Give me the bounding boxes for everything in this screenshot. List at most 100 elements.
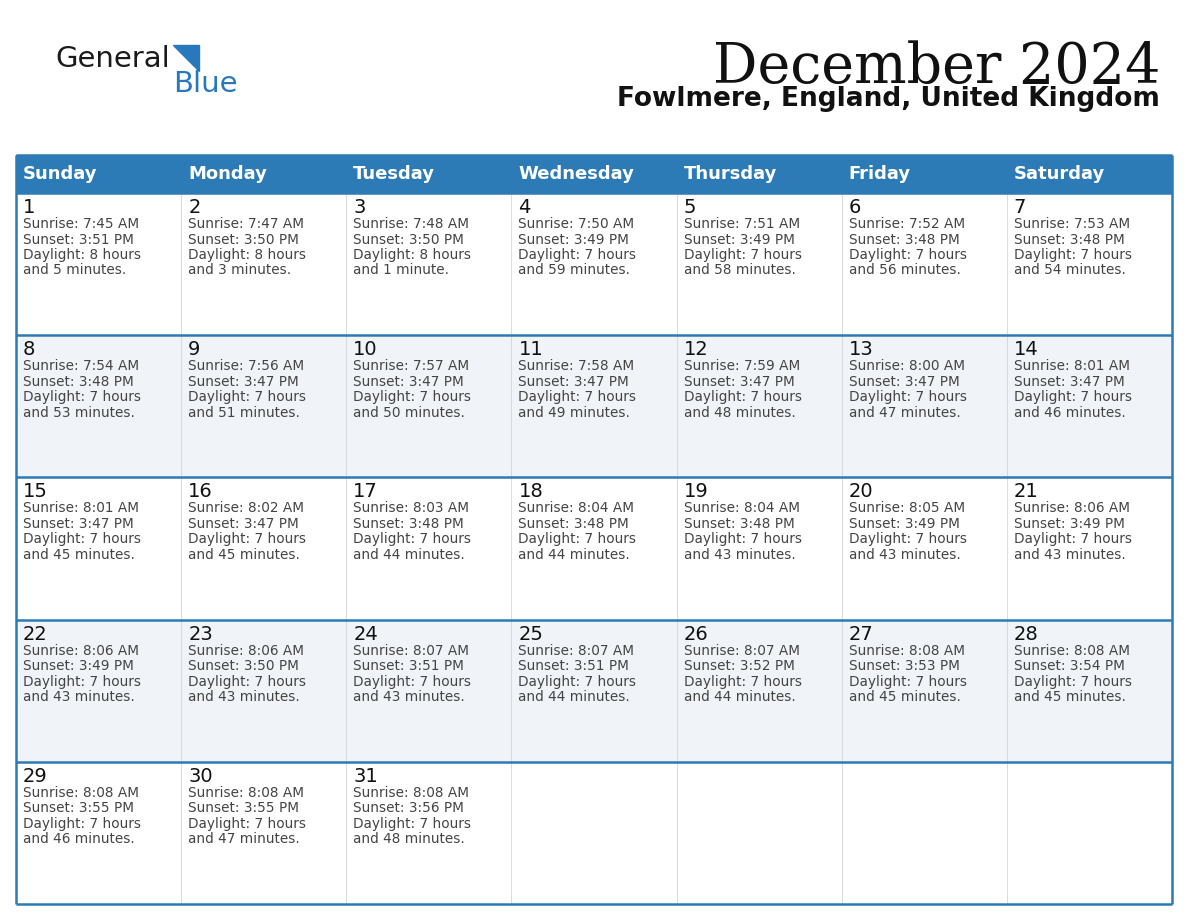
Text: Sunset: 3:50 PM: Sunset: 3:50 PM xyxy=(188,659,299,673)
Text: General: General xyxy=(55,45,170,73)
Text: Sunrise: 8:08 AM: Sunrise: 8:08 AM xyxy=(353,786,469,800)
Text: and 59 minutes.: and 59 minutes. xyxy=(518,263,631,277)
Text: Sunset: 3:51 PM: Sunset: 3:51 PM xyxy=(353,659,465,673)
Text: Daylight: 7 hours: Daylight: 7 hours xyxy=(23,675,141,688)
Text: Saturday: Saturday xyxy=(1013,165,1105,183)
Text: Tuesday: Tuesday xyxy=(353,165,435,183)
Text: Sunset: 3:48 PM: Sunset: 3:48 PM xyxy=(23,375,134,388)
Text: and 45 minutes.: and 45 minutes. xyxy=(188,548,301,562)
Text: Sunrise: 7:53 AM: Sunrise: 7:53 AM xyxy=(1013,217,1130,231)
Text: Sunrise: 8:07 AM: Sunrise: 8:07 AM xyxy=(518,644,634,657)
Bar xyxy=(15,193,1173,335)
Text: 25: 25 xyxy=(518,624,543,644)
Text: Monday: Monday xyxy=(188,165,267,183)
Text: 29: 29 xyxy=(23,767,48,786)
Text: Sunrise: 7:45 AM: Sunrise: 7:45 AM xyxy=(23,217,139,231)
Text: 3: 3 xyxy=(353,198,366,217)
Text: and 58 minutes.: and 58 minutes. xyxy=(683,263,796,277)
Text: and 53 minutes.: and 53 minutes. xyxy=(23,406,135,420)
Text: 4: 4 xyxy=(518,198,531,217)
Text: Sunset: 3:48 PM: Sunset: 3:48 PM xyxy=(848,232,960,247)
Text: Daylight: 7 hours: Daylight: 7 hours xyxy=(188,675,307,688)
Text: Daylight: 7 hours: Daylight: 7 hours xyxy=(518,248,637,262)
Text: Sunset: 3:47 PM: Sunset: 3:47 PM xyxy=(188,517,299,531)
Text: Daylight: 7 hours: Daylight: 7 hours xyxy=(353,390,472,404)
Text: and 46 minutes.: and 46 minutes. xyxy=(1013,406,1125,420)
Text: and 47 minutes.: and 47 minutes. xyxy=(848,406,960,420)
Text: 5: 5 xyxy=(683,198,696,217)
Text: and 45 minutes.: and 45 minutes. xyxy=(848,690,961,704)
Text: Sunrise: 7:48 AM: Sunrise: 7:48 AM xyxy=(353,217,469,231)
Text: and 43 minutes.: and 43 minutes. xyxy=(23,690,134,704)
Text: Sunrise: 7:57 AM: Sunrise: 7:57 AM xyxy=(353,359,469,374)
Text: Daylight: 7 hours: Daylight: 7 hours xyxy=(848,532,967,546)
Text: Sunset: 3:49 PM: Sunset: 3:49 PM xyxy=(23,659,134,673)
Text: Sunset: 3:55 PM: Sunset: 3:55 PM xyxy=(188,801,299,815)
Text: 30: 30 xyxy=(188,767,213,786)
Text: Sunset: 3:53 PM: Sunset: 3:53 PM xyxy=(848,659,960,673)
Text: Sunrise: 7:54 AM: Sunrise: 7:54 AM xyxy=(23,359,139,374)
Text: Sunset: 3:47 PM: Sunset: 3:47 PM xyxy=(683,375,795,388)
Text: Daylight: 7 hours: Daylight: 7 hours xyxy=(353,532,472,546)
Text: Sunset: 3:49 PM: Sunset: 3:49 PM xyxy=(518,232,630,247)
Text: Sunrise: 8:01 AM: Sunrise: 8:01 AM xyxy=(1013,359,1130,374)
Text: and 43 minutes.: and 43 minutes. xyxy=(848,548,960,562)
Text: 19: 19 xyxy=(683,482,708,501)
Text: and 45 minutes.: and 45 minutes. xyxy=(1013,690,1126,704)
Text: Sunrise: 7:59 AM: Sunrise: 7:59 AM xyxy=(683,359,800,374)
Text: 28: 28 xyxy=(1013,624,1038,644)
Text: Sunrise: 8:08 AM: Sunrise: 8:08 AM xyxy=(848,644,965,657)
Text: and 44 minutes.: and 44 minutes. xyxy=(518,548,630,562)
Text: Sunset: 3:50 PM: Sunset: 3:50 PM xyxy=(188,232,299,247)
Text: Sunrise: 8:07 AM: Sunrise: 8:07 AM xyxy=(683,644,800,657)
Text: 9: 9 xyxy=(188,341,201,359)
Text: and 1 minute.: and 1 minute. xyxy=(353,263,449,277)
Text: and 56 minutes.: and 56 minutes. xyxy=(848,263,961,277)
Text: 20: 20 xyxy=(848,482,873,501)
Text: 7: 7 xyxy=(1013,198,1026,217)
Text: 8: 8 xyxy=(23,341,36,359)
Text: Sunset: 3:48 PM: Sunset: 3:48 PM xyxy=(683,517,795,531)
Text: Sunrise: 8:07 AM: Sunrise: 8:07 AM xyxy=(353,644,469,657)
Text: Daylight: 7 hours: Daylight: 7 hours xyxy=(23,817,141,831)
Text: Sunrise: 8:00 AM: Sunrise: 8:00 AM xyxy=(848,359,965,374)
Text: Sunrise: 7:47 AM: Sunrise: 7:47 AM xyxy=(188,217,304,231)
Text: Fowlmere, England, United Kingdom: Fowlmere, England, United Kingdom xyxy=(617,86,1159,112)
Text: and 51 minutes.: and 51 minutes. xyxy=(188,406,301,420)
Text: Daylight: 7 hours: Daylight: 7 hours xyxy=(848,248,967,262)
Bar xyxy=(15,477,1173,620)
Text: Thursday: Thursday xyxy=(683,165,777,183)
Text: Sunset: 3:49 PM: Sunset: 3:49 PM xyxy=(1013,517,1125,531)
Text: 31: 31 xyxy=(353,767,378,786)
Text: Daylight: 7 hours: Daylight: 7 hours xyxy=(848,390,967,404)
Text: Sunrise: 8:04 AM: Sunrise: 8:04 AM xyxy=(518,501,634,515)
Text: and 46 minutes.: and 46 minutes. xyxy=(23,833,134,846)
Text: 18: 18 xyxy=(518,482,543,501)
Text: Daylight: 7 hours: Daylight: 7 hours xyxy=(188,817,307,831)
Text: 10: 10 xyxy=(353,341,378,359)
Text: 1: 1 xyxy=(23,198,36,217)
Text: and 43 minutes.: and 43 minutes. xyxy=(188,690,299,704)
Bar xyxy=(15,335,1173,477)
Text: Blue: Blue xyxy=(173,70,238,98)
Bar xyxy=(15,620,1173,762)
Text: Daylight: 7 hours: Daylight: 7 hours xyxy=(23,532,141,546)
Text: and 48 minutes.: and 48 minutes. xyxy=(683,406,795,420)
Text: 27: 27 xyxy=(848,624,873,644)
Text: Daylight: 7 hours: Daylight: 7 hours xyxy=(683,390,802,404)
Text: Sunset: 3:54 PM: Sunset: 3:54 PM xyxy=(1013,659,1125,673)
Text: Daylight: 7 hours: Daylight: 7 hours xyxy=(353,817,472,831)
Text: Sunset: 3:47 PM: Sunset: 3:47 PM xyxy=(1013,375,1125,388)
Text: Sunset: 3:47 PM: Sunset: 3:47 PM xyxy=(353,375,465,388)
Text: Wednesday: Wednesday xyxy=(518,165,634,183)
Text: Sunrise: 8:02 AM: Sunrise: 8:02 AM xyxy=(188,501,304,515)
Text: Sunset: 3:50 PM: Sunset: 3:50 PM xyxy=(353,232,465,247)
Text: 13: 13 xyxy=(848,341,873,359)
Text: Sunset: 3:55 PM: Sunset: 3:55 PM xyxy=(23,801,134,815)
Text: 2: 2 xyxy=(188,198,201,217)
Text: Sunrise: 8:06 AM: Sunrise: 8:06 AM xyxy=(23,644,139,657)
Text: 15: 15 xyxy=(23,482,48,501)
Text: Friday: Friday xyxy=(848,165,911,183)
Text: 17: 17 xyxy=(353,482,378,501)
Text: and 3 minutes.: and 3 minutes. xyxy=(188,263,291,277)
